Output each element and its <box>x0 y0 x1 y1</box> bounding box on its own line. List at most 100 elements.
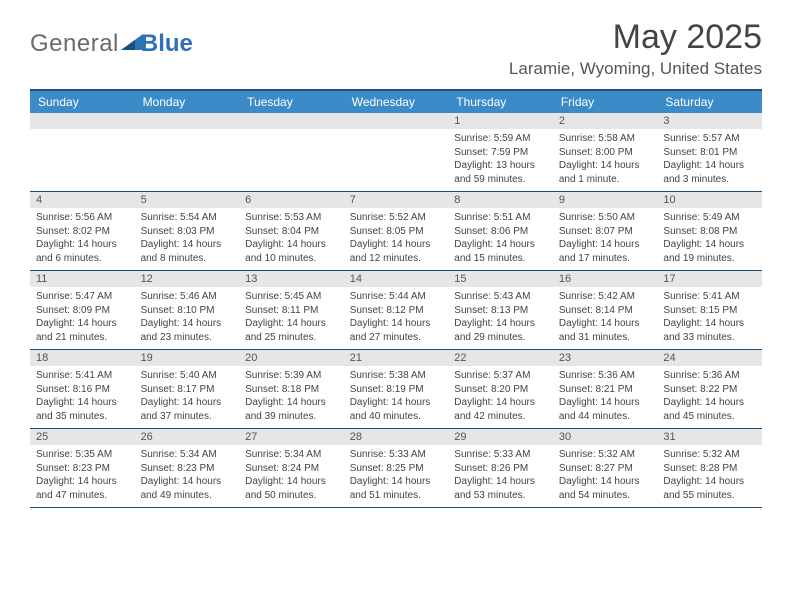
dayhead-monday: Monday <box>135 91 240 113</box>
day-number <box>135 113 240 129</box>
day-number: 26 <box>135 429 240 445</box>
daylight1-line: Daylight: 14 hours <box>141 317 234 331</box>
cell-body: Sunrise: 5:57 AMSunset: 8:01 PMDaylight:… <box>657 129 762 190</box>
daylight1-line: Daylight: 14 hours <box>350 238 443 252</box>
cell-body: Sunrise: 5:58 AMSunset: 8:00 PMDaylight:… <box>553 129 658 190</box>
day-number: 28 <box>344 429 449 445</box>
sunrise-line: Sunrise: 5:36 AM <box>559 369 652 383</box>
sunset-line: Sunset: 8:21 PM <box>559 383 652 397</box>
cell-body: Sunrise: 5:36 AMSunset: 8:21 PMDaylight:… <box>553 366 658 427</box>
daylight2-line: and 27 minutes. <box>350 331 443 345</box>
daylight1-line: Daylight: 14 hours <box>559 396 652 410</box>
daylight2-line: and 10 minutes. <box>245 252 338 266</box>
daylight1-line: Daylight: 14 hours <box>454 475 547 489</box>
sunset-line: Sunset: 8:25 PM <box>350 462 443 476</box>
sunrise-line: Sunrise: 5:38 AM <box>350 369 443 383</box>
daylight2-line: and 35 minutes. <box>36 410 129 424</box>
sunrise-line: Sunrise: 5:41 AM <box>36 369 129 383</box>
day-number: 31 <box>657 429 762 445</box>
sunset-line: Sunset: 8:13 PM <box>454 304 547 318</box>
sunset-line: Sunset: 8:05 PM <box>350 225 443 239</box>
cell-body: Sunrise: 5:41 AMSunset: 8:15 PMDaylight:… <box>657 287 762 348</box>
day-number: 7 <box>344 192 449 208</box>
day-number: 4 <box>30 192 135 208</box>
cell-body: Sunrise: 5:41 AMSunset: 8:16 PMDaylight:… <box>30 366 135 427</box>
calendar-cell: 25Sunrise: 5:35 AMSunset: 8:23 PMDayligh… <box>30 429 135 507</box>
dayhead-row: Sunday Monday Tuesday Wednesday Thursday… <box>30 91 762 113</box>
daylight1-line: Daylight: 14 hours <box>663 475 756 489</box>
cell-body: Sunrise: 5:34 AMSunset: 8:23 PMDaylight:… <box>135 445 240 506</box>
sunset-line: Sunset: 8:14 PM <box>559 304 652 318</box>
daylight2-line: and 6 minutes. <box>36 252 129 266</box>
cell-body: Sunrise: 5:42 AMSunset: 8:14 PMDaylight:… <box>553 287 658 348</box>
dayhead-thursday: Thursday <box>448 91 553 113</box>
dayhead-tuesday: Tuesday <box>239 91 344 113</box>
daylight1-line: Daylight: 14 hours <box>559 475 652 489</box>
daylight2-line: and 17 minutes. <box>559 252 652 266</box>
calendar-cell: 28Sunrise: 5:33 AMSunset: 8:25 PMDayligh… <box>344 429 449 507</box>
cell-body: Sunrise: 5:59 AMSunset: 7:59 PMDaylight:… <box>448 129 553 190</box>
daylight2-line: and 8 minutes. <box>141 252 234 266</box>
daylight1-line: Daylight: 14 hours <box>245 238 338 252</box>
calendar-cell: 31Sunrise: 5:32 AMSunset: 8:28 PMDayligh… <box>657 429 762 507</box>
logo-text-general: General <box>30 30 119 58</box>
daylight2-line: and 39 minutes. <box>245 410 338 424</box>
sunrise-line: Sunrise: 5:34 AM <box>245 448 338 462</box>
cell-body: Sunrise: 5:38 AMSunset: 8:19 PMDaylight:… <box>344 366 449 427</box>
sunrise-line: Sunrise: 5:57 AM <box>663 132 756 146</box>
cell-body: Sunrise: 5:43 AMSunset: 8:13 PMDaylight:… <box>448 287 553 348</box>
calendar-cell: 20Sunrise: 5:39 AMSunset: 8:18 PMDayligh… <box>239 350 344 428</box>
calendar-cell: 17Sunrise: 5:41 AMSunset: 8:15 PMDayligh… <box>657 271 762 349</box>
daylight2-line: and 12 minutes. <box>350 252 443 266</box>
cell-body: Sunrise: 5:32 AMSunset: 8:27 PMDaylight:… <box>553 445 658 506</box>
cell-body: Sunrise: 5:39 AMSunset: 8:18 PMDaylight:… <box>239 366 344 427</box>
cell-body: Sunrise: 5:46 AMSunset: 8:10 PMDaylight:… <box>135 287 240 348</box>
calendar-cell: 21Sunrise: 5:38 AMSunset: 8:19 PMDayligh… <box>344 350 449 428</box>
logo-triangle-icon <box>121 32 143 57</box>
daylight2-line: and 59 minutes. <box>454 173 547 187</box>
calendar-cell: 1Sunrise: 5:59 AMSunset: 7:59 PMDaylight… <box>448 113 553 191</box>
sunset-line: Sunset: 8:18 PM <box>245 383 338 397</box>
sunrise-line: Sunrise: 5:59 AM <box>454 132 547 146</box>
daylight1-line: Daylight: 14 hours <box>350 317 443 331</box>
sunset-line: Sunset: 8:15 PM <box>663 304 756 318</box>
day-number: 29 <box>448 429 553 445</box>
calendar-cell <box>344 113 449 191</box>
sunrise-line: Sunrise: 5:51 AM <box>454 211 547 225</box>
day-number: 25 <box>30 429 135 445</box>
day-number: 1 <box>448 113 553 129</box>
calendar-cell: 10Sunrise: 5:49 AMSunset: 8:08 PMDayligh… <box>657 192 762 270</box>
day-number: 5 <box>135 192 240 208</box>
calendar-cell: 2Sunrise: 5:58 AMSunset: 8:00 PMDaylight… <box>553 113 658 191</box>
daylight2-line: and 37 minutes. <box>141 410 234 424</box>
sunset-line: Sunset: 8:07 PM <box>559 225 652 239</box>
cell-body: Sunrise: 5:54 AMSunset: 8:03 PMDaylight:… <box>135 208 240 269</box>
location: Laramie, Wyoming, United States <box>509 59 762 79</box>
sunrise-line: Sunrise: 5:46 AM <box>141 290 234 304</box>
day-number: 22 <box>448 350 553 366</box>
daylight1-line: Daylight: 14 hours <box>36 238 129 252</box>
cell-body: Sunrise: 5:36 AMSunset: 8:22 PMDaylight:… <box>657 366 762 427</box>
day-number: 23 <box>553 350 658 366</box>
cell-body: Sunrise: 5:45 AMSunset: 8:11 PMDaylight:… <box>239 287 344 348</box>
sunrise-line: Sunrise: 5:47 AM <box>36 290 129 304</box>
calendar-cell: 16Sunrise: 5:42 AMSunset: 8:14 PMDayligh… <box>553 271 658 349</box>
calendar-cell: 8Sunrise: 5:51 AMSunset: 8:06 PMDaylight… <box>448 192 553 270</box>
daylight2-line: and 3 minutes. <box>663 173 756 187</box>
calendar-cell: 4Sunrise: 5:56 AMSunset: 8:02 PMDaylight… <box>30 192 135 270</box>
calendar-cell: 13Sunrise: 5:45 AMSunset: 8:11 PMDayligh… <box>239 271 344 349</box>
sunset-line: Sunset: 8:28 PM <box>663 462 756 476</box>
sunset-line: Sunset: 8:23 PM <box>141 462 234 476</box>
daylight2-line: and 51 minutes. <box>350 489 443 503</box>
cell-body: Sunrise: 5:49 AMSunset: 8:08 PMDaylight:… <box>657 208 762 269</box>
sunset-line: Sunset: 8:01 PM <box>663 146 756 160</box>
daylight1-line: Daylight: 14 hours <box>245 317 338 331</box>
cell-body: Sunrise: 5:33 AMSunset: 8:25 PMDaylight:… <box>344 445 449 506</box>
daylight1-line: Daylight: 14 hours <box>36 317 129 331</box>
daylight2-line: and 42 minutes. <box>454 410 547 424</box>
sunset-line: Sunset: 8:20 PM <box>454 383 547 397</box>
week-row: 1Sunrise: 5:59 AMSunset: 7:59 PMDaylight… <box>30 113 762 192</box>
daylight2-line: and 23 minutes. <box>141 331 234 345</box>
daylight2-line: and 54 minutes. <box>559 489 652 503</box>
week-row: 18Sunrise: 5:41 AMSunset: 8:16 PMDayligh… <box>30 350 762 429</box>
